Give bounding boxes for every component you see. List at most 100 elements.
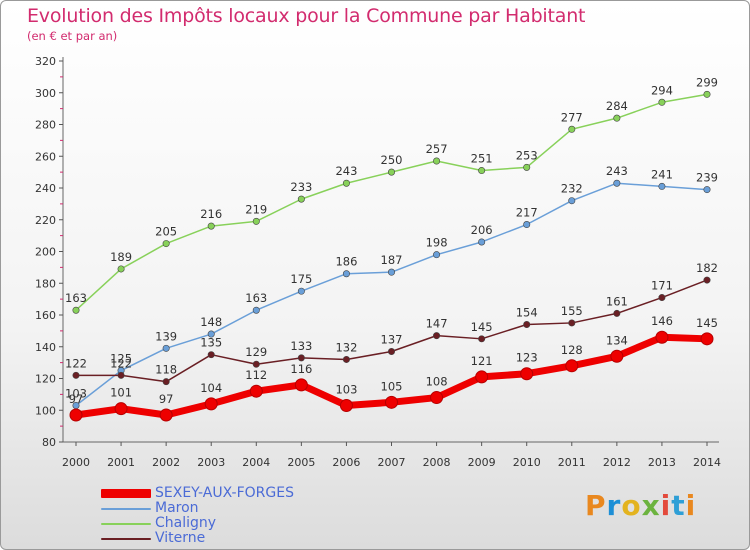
x-tick-label: 2008 [423, 456, 451, 469]
data-label: 116 [290, 362, 312, 376]
data-label: 146 [651, 314, 673, 328]
data-point [117, 265, 125, 273]
data-label: 145 [471, 320, 493, 334]
data-point [478, 335, 486, 343]
logo-letter: P [585, 489, 607, 522]
data-point [700, 332, 714, 346]
x-tick-label: 2009 [468, 456, 496, 469]
data-label: 154 [516, 306, 538, 320]
legend-swatch-maron [101, 508, 151, 510]
legend-swatch-sexey [101, 489, 151, 498]
data-point [658, 294, 666, 302]
data-label: 97 [159, 392, 174, 406]
data-point [342, 270, 350, 278]
y-tick-label: 200 [35, 246, 56, 259]
proxiti-logo: Proxiti [585, 489, 696, 522]
x-tick-label: 2005 [287, 456, 315, 469]
data-point [703, 186, 711, 194]
legend-label-viterne: Viterne [155, 530, 206, 546]
data-label: 219 [245, 202, 267, 216]
data-point [523, 221, 531, 229]
data-point [162, 344, 170, 352]
data-point [387, 268, 395, 276]
data-label: 103 [335, 382, 357, 396]
data-label: 129 [245, 345, 267, 359]
x-tick-label: 2010 [513, 456, 541, 469]
data-point [433, 157, 441, 165]
data-point [342, 179, 350, 187]
y-tick-label: 260 [35, 150, 56, 163]
data-point [207, 330, 215, 338]
data-point [568, 125, 576, 133]
data-label: 134 [606, 333, 628, 347]
data-label: 239 [696, 171, 718, 185]
data-point [204, 397, 218, 411]
data-point [252, 217, 260, 225]
data-point [613, 114, 621, 122]
series-line-chaligny [75, 93, 708, 311]
x-tick-label: 2001 [107, 456, 135, 469]
x-tick-label: 2004 [242, 456, 270, 469]
data-label: 133 [290, 339, 312, 353]
x-tick-label: 2002 [152, 456, 180, 469]
data-label: 299 [696, 75, 718, 89]
x-tick-label: 2000 [62, 456, 90, 469]
data-label: 217 [516, 206, 538, 220]
data-label: 243 [606, 164, 628, 178]
data-point [385, 395, 398, 409]
y-tick-label: 180 [35, 277, 56, 290]
data-point [433, 332, 441, 340]
data-point [430, 391, 444, 405]
data-label: 97 [69, 392, 84, 406]
data-point [162, 240, 170, 248]
data-point [568, 319, 576, 327]
x-tick-label: 2013 [648, 456, 676, 469]
data-point [568, 197, 576, 205]
data-point [72, 306, 80, 314]
data-label: 232 [561, 182, 583, 196]
data-label: 206 [471, 223, 493, 237]
data-label: 243 [335, 164, 357, 178]
y-tick-label: 300 [35, 87, 56, 100]
data-label: 122 [110, 356, 132, 370]
data-point [565, 359, 579, 373]
data-point [69, 408, 83, 422]
data-point [252, 360, 260, 368]
data-label: 145 [696, 316, 718, 330]
data-label: 139 [155, 329, 177, 343]
data-label: 125 [110, 352, 132, 366]
logo-letter: r [606, 489, 622, 522]
data-label: 233 [290, 180, 312, 194]
data-label: 105 [381, 379, 403, 393]
y-tick-label: 100 [35, 404, 56, 417]
data-point [339, 398, 353, 412]
data-point [387, 348, 395, 356]
data-point [478, 167, 486, 175]
y-tick-label: 320 [35, 55, 56, 68]
data-point [249, 384, 263, 398]
data-point [207, 222, 215, 230]
data-label: 250 [381, 153, 403, 167]
data-label: 187 [381, 253, 403, 267]
data-label: 147 [426, 317, 448, 331]
data-label: 294 [651, 83, 673, 97]
logo-letter: t [671, 489, 686, 522]
y-tick-label: 120 [35, 373, 56, 386]
data-label: 161 [606, 294, 628, 308]
data-label: 277 [561, 110, 583, 124]
data-label: 108 [426, 375, 448, 389]
data-point [703, 276, 711, 284]
data-label: 198 [426, 236, 448, 250]
data-point [297, 287, 305, 295]
x-tick-label: 2007 [378, 456, 406, 469]
data-point [655, 330, 669, 344]
logo-letter: i [685, 489, 697, 522]
data-point [294, 378, 308, 392]
legend-label-chaligny: Chaligny [155, 515, 217, 531]
data-point [475, 370, 489, 384]
data-label: 251 [471, 152, 493, 166]
data-label: 186 [335, 255, 357, 269]
legend-label-sexey: SEXEY-AUX-FORGES [155, 485, 294, 501]
